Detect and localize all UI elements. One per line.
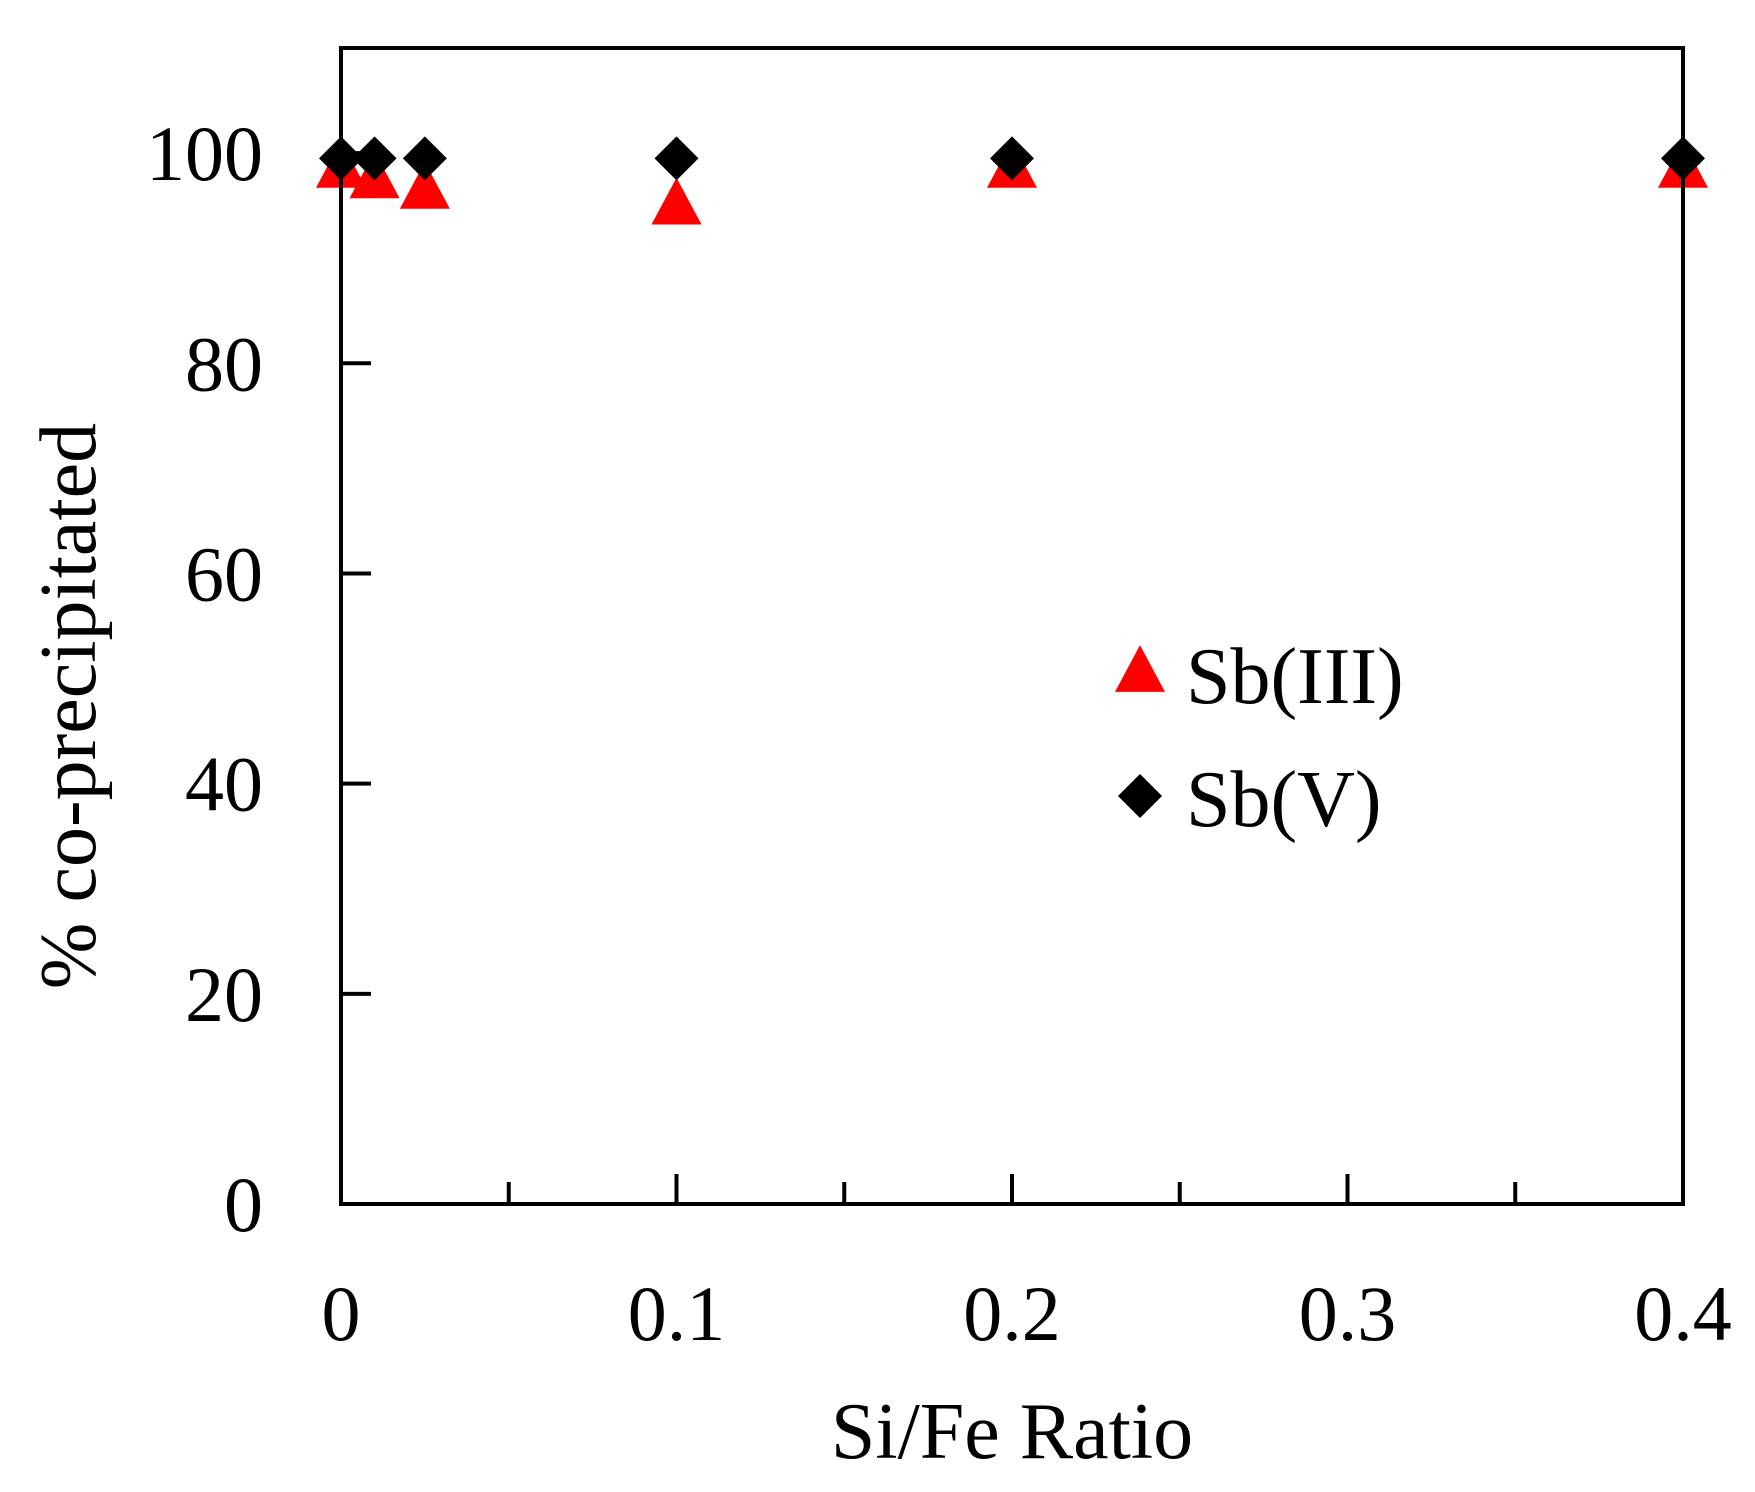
legend-triangle-marker <box>1115 645 1165 692</box>
y-tick-label: 60 <box>185 530 263 617</box>
y-axis-label: % co-precipitated <box>25 423 113 989</box>
legend-diamond-marker <box>1118 774 1162 818</box>
x-axis-label: Si/Fe Ratio <box>831 1388 1193 1476</box>
legend-label: Sb(V) <box>1186 756 1382 844</box>
x-tick-label: 0.2 <box>963 1270 1061 1357</box>
y-tick-label: 100 <box>146 110 263 197</box>
y-tick-label: 0 <box>224 1161 263 1248</box>
legend: Sb(III) Sb(V) <box>1115 633 1404 844</box>
markers-layer <box>316 136 1708 225</box>
y-tick-label: 80 <box>185 320 263 407</box>
legend-label: Sb(III) <box>1186 633 1404 721</box>
legend-entry: Sb(III) <box>1115 633 1404 721</box>
series-Sb(V) <box>319 136 1705 181</box>
data-point-diamond <box>654 136 699 181</box>
x-tick-label: 0.3 <box>1299 1270 1397 1357</box>
plot-frame <box>339 46 1685 1206</box>
data-point-diamond <box>352 136 397 181</box>
data-point-diamond <box>990 136 1034 181</box>
labels-layer: 0 20 40 60 80 100 0 0.1 0.2 0.3 0.4 Si/Fe Ratio % co… <box>25 110 1732 1476</box>
data-point-triangle <box>651 177 702 225</box>
x-tick-label: 0.1 <box>628 1270 726 1357</box>
y-tick-label: 20 <box>185 951 263 1038</box>
x-tick-label: 0 <box>322 1270 361 1357</box>
data-point-diamond <box>402 136 447 181</box>
x-tick-label: 0.4 <box>1634 1270 1732 1357</box>
data-point-triangle <box>399 161 450 209</box>
y-tick-label: 40 <box>185 741 263 828</box>
legend-entry: Sb(V) <box>1118 756 1382 844</box>
